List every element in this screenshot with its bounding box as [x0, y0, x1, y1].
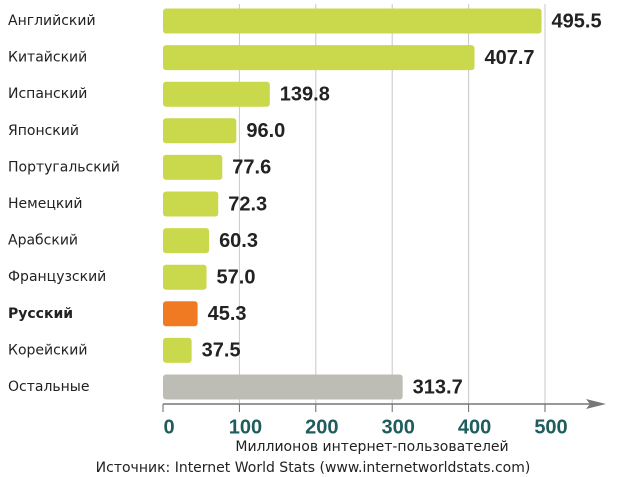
bar [163, 191, 219, 217]
bar [163, 45, 475, 71]
category-label: Русский [8, 306, 73, 322]
x-tick-label: 100 [229, 416, 262, 438]
value-label: 495.5 [552, 10, 602, 32]
value-label: 313.7 [413, 376, 463, 398]
value-label: 72.3 [228, 193, 267, 215]
category-label: Испанский [8, 86, 87, 102]
category-label: Португальский [8, 159, 120, 175]
x-axis-label: Миллионов интернет-пользователей [235, 439, 508, 455]
source: Источник: Internet World Stats (www.inte… [96, 460, 531, 476]
bar [163, 154, 223, 180]
category-label: Французский [8, 269, 106, 285]
category-label: Английский [8, 13, 96, 29]
value-label: 96.0 [246, 120, 285, 142]
x-tick-label: 300 [382, 416, 415, 438]
value-label: 139.8 [280, 83, 330, 105]
category-label: Корейский [8, 342, 87, 358]
category-label: Арабский [8, 233, 78, 249]
bar [163, 374, 403, 400]
bar [163, 337, 192, 363]
value-label: 77.6 [232, 157, 271, 179]
bar [163, 228, 210, 254]
axis-arrow [586, 399, 606, 409]
category-label: Немецкий [8, 196, 83, 212]
value-label: 60.3 [219, 230, 258, 252]
x-tick-label: 400 [458, 416, 491, 438]
x-tick-label: 500 [534, 416, 567, 438]
category-label: Китайский [8, 50, 87, 66]
value-label: 407.7 [484, 47, 534, 69]
bar [163, 81, 270, 107]
value-label: 45.3 [208, 303, 247, 325]
category-label: Остальные [8, 379, 89, 395]
value-label: 57.0 [217, 266, 256, 288]
bar [163, 118, 237, 144]
value-label: 37.5 [202, 340, 241, 362]
category-label: Японский [8, 123, 79, 139]
bar [163, 8, 542, 34]
x-tick-label: 0 [163, 416, 174, 438]
bar [163, 264, 207, 290]
x-tick-label: 200 [305, 416, 338, 438]
bar [163, 301, 198, 327]
